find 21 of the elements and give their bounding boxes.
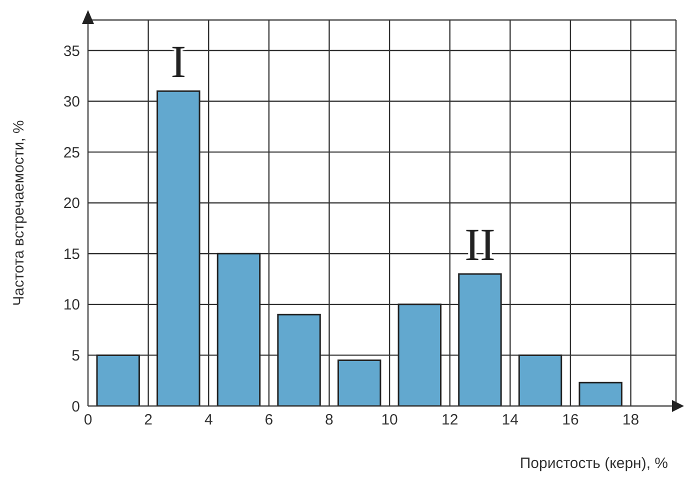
x-tick-label: 12 [442, 412, 458, 429]
annotation: I [170, 36, 186, 88]
x-tick-label: 0 [84, 412, 92, 429]
x-tick-label: 14 [502, 412, 518, 429]
x-tick-label: 2 [144, 412, 152, 429]
y-tick-label: 5 [72, 348, 80, 365]
x-tick-label: 6 [264, 412, 274, 429]
x-axis-title: Пористость (керн), % [520, 455, 668, 472]
y-tick-label: 20 [63, 195, 80, 212]
y-tick-label: 15 [63, 246, 80, 263]
x-tick-label: 18 [622, 412, 640, 429]
y-tick-label: 0 [72, 398, 80, 416]
y-tick-label: 30 [63, 94, 80, 111]
y-tick-label: 10 [63, 296, 80, 314]
y-axis-title: Частота встречаемости, % [10, 120, 28, 306]
x-tick-label: 4 [204, 412, 213, 429]
y-tick-label: 25 [63, 144, 80, 162]
x-tick-label: 10 [381, 412, 398, 429]
x-tick-label: 8 [325, 412, 334, 429]
x-tick-label: 16 [562, 412, 579, 429]
y-tick-label: 35 [63, 42, 80, 60]
